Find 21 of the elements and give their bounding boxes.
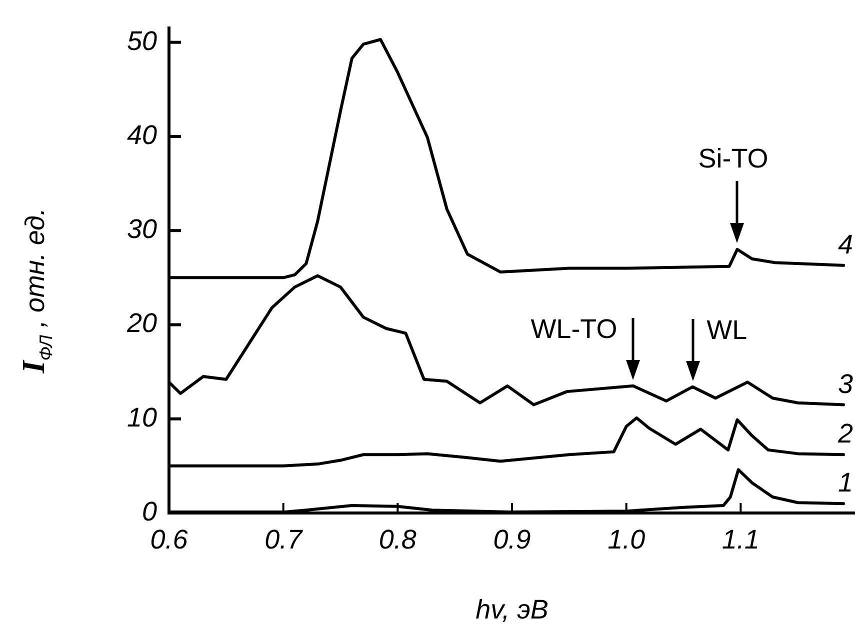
x-tick-label: 1.1 [722, 524, 760, 555]
series-label: 3 [838, 368, 853, 399]
x-tick-label: 0.9 [493, 524, 531, 555]
annotation: WL [706, 314, 748, 345]
y-tick-label: 20 [126, 308, 157, 338]
annotation: Si-TO [698, 143, 768, 174]
y-tick-label: 40 [126, 120, 157, 150]
y-tick-label: 0 [142, 496, 157, 527]
y-axis-title: IФЛ , отн. ед. [15, 208, 56, 374]
series-label: 2 [836, 418, 853, 449]
x-tick-label: 0.7 [264, 524, 304, 555]
series-label: 4 [838, 229, 853, 260]
x-tick-label: 1.0 [608, 524, 646, 555]
series-label: 1 [838, 468, 853, 498]
y-tick-label: 10 [126, 402, 157, 432]
y-tick-label: 50 [126, 26, 157, 56]
x-axis-title: hv, эВ [476, 594, 548, 624]
x-tick-label: 0.8 [378, 524, 416, 555]
x-tick-label: 0.6 [150, 524, 189, 555]
annotation: WL-TO [530, 314, 618, 344]
y-tick-label: 30 [126, 214, 157, 244]
